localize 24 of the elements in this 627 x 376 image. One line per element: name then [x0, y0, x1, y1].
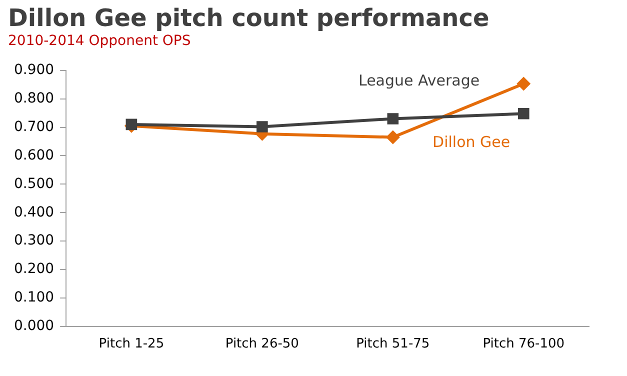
- chart-subtitle: 2010-2014 Opponent OPS: [8, 32, 192, 50]
- point: [256, 121, 268, 132]
- y-tick-label: 0.000: [14, 318, 54, 334]
- y-tick-label: 0.700: [14, 118, 54, 135]
- y-tick-label: 0.200: [14, 261, 54, 278]
- point: [516, 76, 531, 91]
- series-label: Dillon Gee: [432, 133, 510, 152]
- series-label: League Average: [358, 72, 480, 90]
- y-tick-label: 0.100: [14, 290, 54, 306]
- x-tick-label: Pitch 51-75: [356, 336, 430, 352]
- point: [387, 113, 399, 124]
- x-tick-label: Pitch 26-50: [225, 336, 299, 352]
- point: [126, 118, 138, 130]
- x-tick-label: Pitch 1-25: [98, 336, 164, 352]
- y-tick-label: 0.900: [14, 62, 54, 78]
- point: [386, 130, 400, 144]
- x-tick-label: Pitch 76-100: [482, 336, 565, 352]
- point: [518, 108, 530, 120]
- y-tick-label: 0.400: [14, 204, 54, 220]
- y-tick-label: 0.300: [14, 232, 54, 249]
- y-tick-label: 0.500: [14, 176, 54, 192]
- y-tick-label: 0.600: [14, 147, 54, 164]
- y-tick-label: 0.800: [14, 90, 54, 106]
- chart-title: Dillon Gee pitch count performance: [8, 4, 490, 32]
